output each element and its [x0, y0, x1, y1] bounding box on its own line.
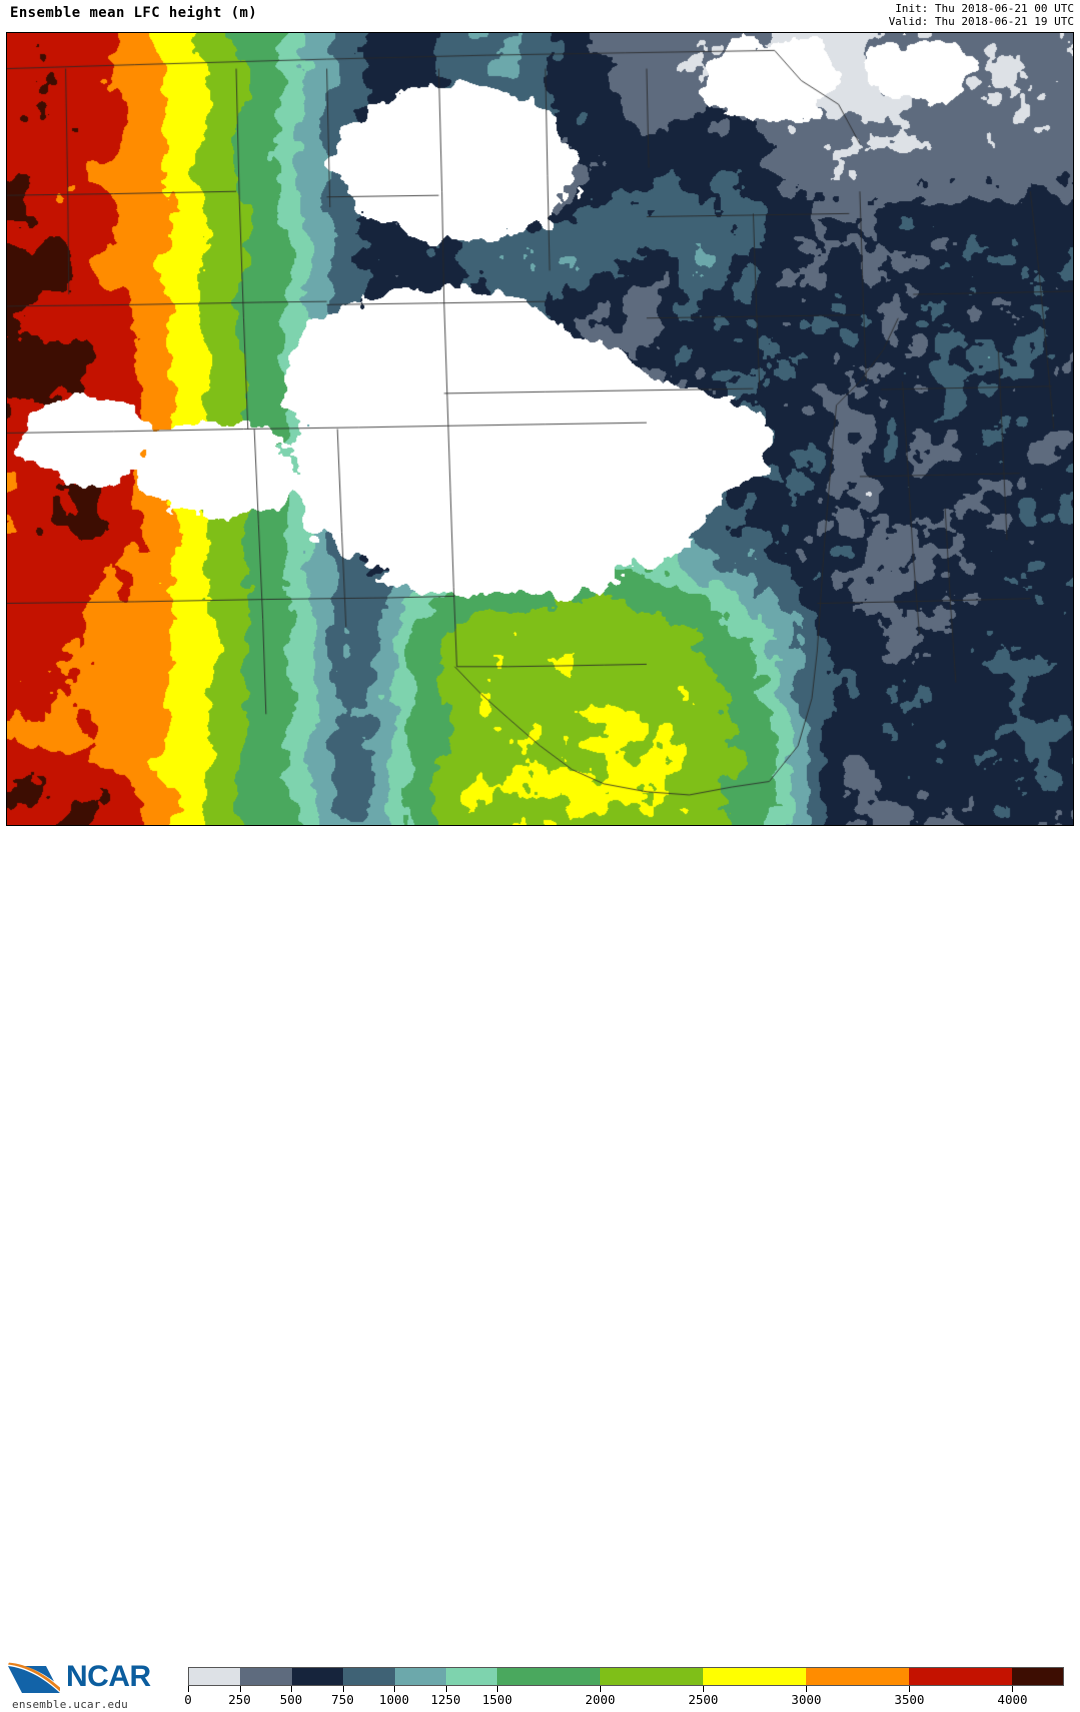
colorbar-tick-label: 0: [184, 1692, 192, 1707]
init-time-label: Init: Thu 2018-06-21 00 UTC: [895, 2, 1074, 15]
ncar-logo-mark-icon: [8, 1662, 60, 1693]
colorbar-swatch: [908, 1668, 961, 1685]
colorbar-tick-label: 1250: [430, 1692, 461, 1707]
colorbar: 0 250 500 750 1000 1250 1500 2000 2500 3000 3500 40…: [184, 1667, 1064, 1711]
colorbar-swatch: [857, 1668, 909, 1685]
ncar-wordmark: NCAR: [66, 1660, 151, 1693]
colorbar-swatch: [291, 1668, 344, 1685]
colorbar-tick-label: 500: [279, 1692, 303, 1707]
colorbar-tick-label: 3000: [791, 1692, 822, 1707]
page-title: Ensemble mean LFC height (m): [10, 5, 258, 21]
colorbar-swatch: [497, 1668, 549, 1685]
forecast-timestamps: Init: Thu 2018-06-21 00 UTC Valid: Thu 2…: [889, 2, 1074, 28]
colorbar-tick-label: 4000: [997, 1692, 1028, 1707]
colorbar-swatch: [548, 1668, 601, 1685]
ncar-logo: NCAR ensemble.ucar.edu: [6, 1660, 176, 1712]
colorbar-swatch: [600, 1668, 652, 1685]
colorbar-tick-label: 1000: [379, 1692, 410, 1707]
colorbar-swatch: [189, 1668, 241, 1685]
colorbar-tick-label: 2500: [688, 1692, 719, 1707]
colorbar-swatch: [651, 1668, 704, 1685]
colorbar-tick-label: 1500: [482, 1692, 513, 1707]
colorbar-tick-labels: 0 250 500 750 1000 1250 1500 2000 2500 3000 3500 40…: [184, 1692, 1064, 1710]
colorbar-swatches: [188, 1667, 1064, 1686]
colorbar-swatch: [805, 1668, 858, 1685]
lfc-height-heatmap: [7, 33, 1073, 825]
colorbar-swatch: [394, 1668, 447, 1685]
map-plot-area: [6, 32, 1074, 826]
colorbar-tick-label: 2000: [585, 1692, 616, 1707]
colorbar-tick-label: 3500: [894, 1692, 925, 1707]
colorbar-swatch: [703, 1668, 755, 1685]
header-bar: Ensemble mean LFC height (m) Init: Thu 2…: [0, 0, 1080, 32]
footer-bar: NCAR ensemble.ucar.edu 0 250 500 750 1000 125…: [0, 828, 1080, 1711]
ncar-url-label: ensemble.ucar.edu: [12, 1698, 128, 1711]
colorbar-swatch: [343, 1668, 395, 1685]
valid-time-label: Valid: Thu 2018-06-21 19 UTC: [888, 15, 1074, 28]
colorbar-tick-label: 250: [228, 1692, 251, 1707]
colorbar-swatch: [960, 1668, 1012, 1685]
colorbar-swatch: [1011, 1668, 1063, 1685]
colorbar-swatch: [240, 1668, 292, 1685]
colorbar-tick-label: 750: [331, 1692, 354, 1707]
colorbar-swatch: [446, 1668, 498, 1685]
colorbar-swatch: [754, 1668, 806, 1685]
